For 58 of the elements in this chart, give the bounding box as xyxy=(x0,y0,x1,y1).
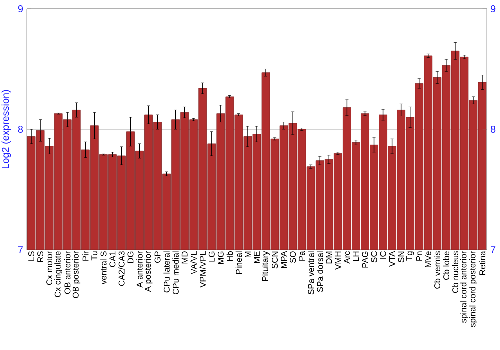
x-tick-label: IC xyxy=(380,252,386,259)
x-tick-label: GP xyxy=(154,252,161,264)
x-tick-label: ventral S xyxy=(100,252,107,285)
x-tick-label: SCN xyxy=(272,252,278,269)
x-tick-label: MG xyxy=(218,252,224,264)
x-tick-label: CA2/CA3 xyxy=(118,252,125,286)
x-tick-label: Cx motor xyxy=(46,251,53,286)
x-tick-label: MVe xyxy=(425,252,432,268)
x-tick-label: LH xyxy=(353,252,360,262)
x-tick-label: M xyxy=(245,252,251,258)
x-tick-label: DM xyxy=(326,252,332,264)
x-tick-label: Tg xyxy=(406,252,414,261)
x-tick-label: Tu xyxy=(92,252,98,261)
y-tick-label: 7 xyxy=(18,246,23,254)
x-tick-label: LG xyxy=(208,252,215,262)
y-tick-label: 8 xyxy=(18,126,24,134)
x-tick-label: Hb xyxy=(226,252,234,262)
x-tick-label: spinal cord anterior xyxy=(460,251,468,323)
x-tick-label: LS xyxy=(28,252,35,261)
x-tick-label: VMH xyxy=(335,252,342,270)
x-tick-label: Pituitary xyxy=(262,251,270,282)
y-tick-label: 9 xyxy=(18,5,24,13)
x-tick-label: RS xyxy=(38,252,44,262)
x-tick-label: A anterior xyxy=(136,251,143,288)
x-tick-label: SN xyxy=(398,252,404,263)
x-tick-label: spinal cord posterior xyxy=(470,251,478,328)
x-tick-label: Cb nucleus xyxy=(452,252,459,294)
x-tick-label: CPu medial xyxy=(172,252,179,295)
x-tick-label: DG xyxy=(128,252,134,264)
y2-tick-label: 8 xyxy=(490,126,496,134)
y-axis-title: Log2 (expression) xyxy=(2,90,12,169)
x-tick-label: SO xyxy=(290,252,296,264)
x-tick-label: CPu lateral xyxy=(164,252,170,293)
x-tick-label: Cb lobe xyxy=(443,252,450,280)
x-tick-label: Pir xyxy=(82,251,89,261)
x-tick-label: Pa xyxy=(299,251,306,261)
x-tick-label: ME xyxy=(254,252,260,264)
y2-tick-label: 9 xyxy=(491,5,496,13)
x-tick-label: CA1 xyxy=(110,252,116,268)
x-tick-label: Pn xyxy=(416,252,422,261)
x-tick-label: A posterior xyxy=(144,251,153,292)
x-tick-label: Cb vermis xyxy=(434,252,441,289)
x-tick-label: MPA xyxy=(281,251,287,268)
x-tick-label: VA/VL xyxy=(190,251,197,275)
x-tick-label: VPM/VPL xyxy=(200,251,206,288)
x-tick-label: OB posterior xyxy=(72,251,81,298)
x-tick-label: VTA xyxy=(389,251,396,268)
x-tick-label: PAG xyxy=(362,252,368,268)
y2-tick-label: 7 xyxy=(491,246,496,254)
x-tick-label: Arc xyxy=(344,251,350,264)
x-tick-label: Pineal xyxy=(236,252,242,274)
x-tick-label: OB anterior xyxy=(64,251,71,294)
x-tick-label: SC xyxy=(371,252,378,263)
x-tick-label: SPa ventral xyxy=(308,252,314,295)
x-tick-label: Retina xyxy=(479,251,486,275)
x-tick-label: MD xyxy=(182,252,188,264)
x-tick-label: Cx cingulate xyxy=(54,252,63,298)
x-tick-label: SPa dorsal xyxy=(317,252,324,292)
